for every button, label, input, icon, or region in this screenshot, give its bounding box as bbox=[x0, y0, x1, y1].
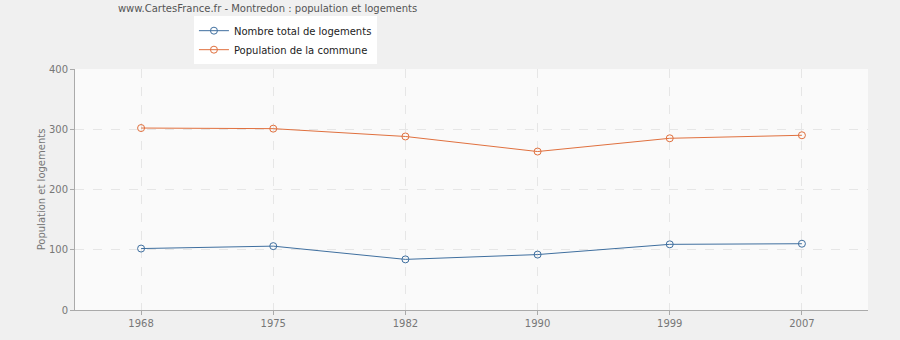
svg-text:1990: 1990 bbox=[525, 318, 550, 329]
svg-text:1999: 1999 bbox=[657, 318, 682, 329]
svg-text:400: 400 bbox=[49, 64, 68, 75]
svg-text:Nombre total de logements: Nombre total de logements bbox=[234, 26, 371, 37]
svg-text:200: 200 bbox=[49, 184, 68, 195]
svg-text:300: 300 bbox=[49, 124, 68, 135]
svg-text:www.CartesFrance.fr - Montredo: www.CartesFrance.fr - Montredon : popula… bbox=[118, 3, 417, 14]
svg-text:2007: 2007 bbox=[789, 318, 814, 329]
svg-text:1982: 1982 bbox=[393, 318, 418, 329]
svg-text:Population de la commune: Population de la commune bbox=[234, 45, 367, 56]
svg-text:Population et logements: Population et logements bbox=[36, 129, 47, 251]
svg-text:0: 0 bbox=[62, 305, 68, 316]
svg-text:100: 100 bbox=[49, 244, 68, 255]
svg-text:1975: 1975 bbox=[261, 318, 286, 329]
svg-text:1968: 1968 bbox=[128, 318, 153, 329]
